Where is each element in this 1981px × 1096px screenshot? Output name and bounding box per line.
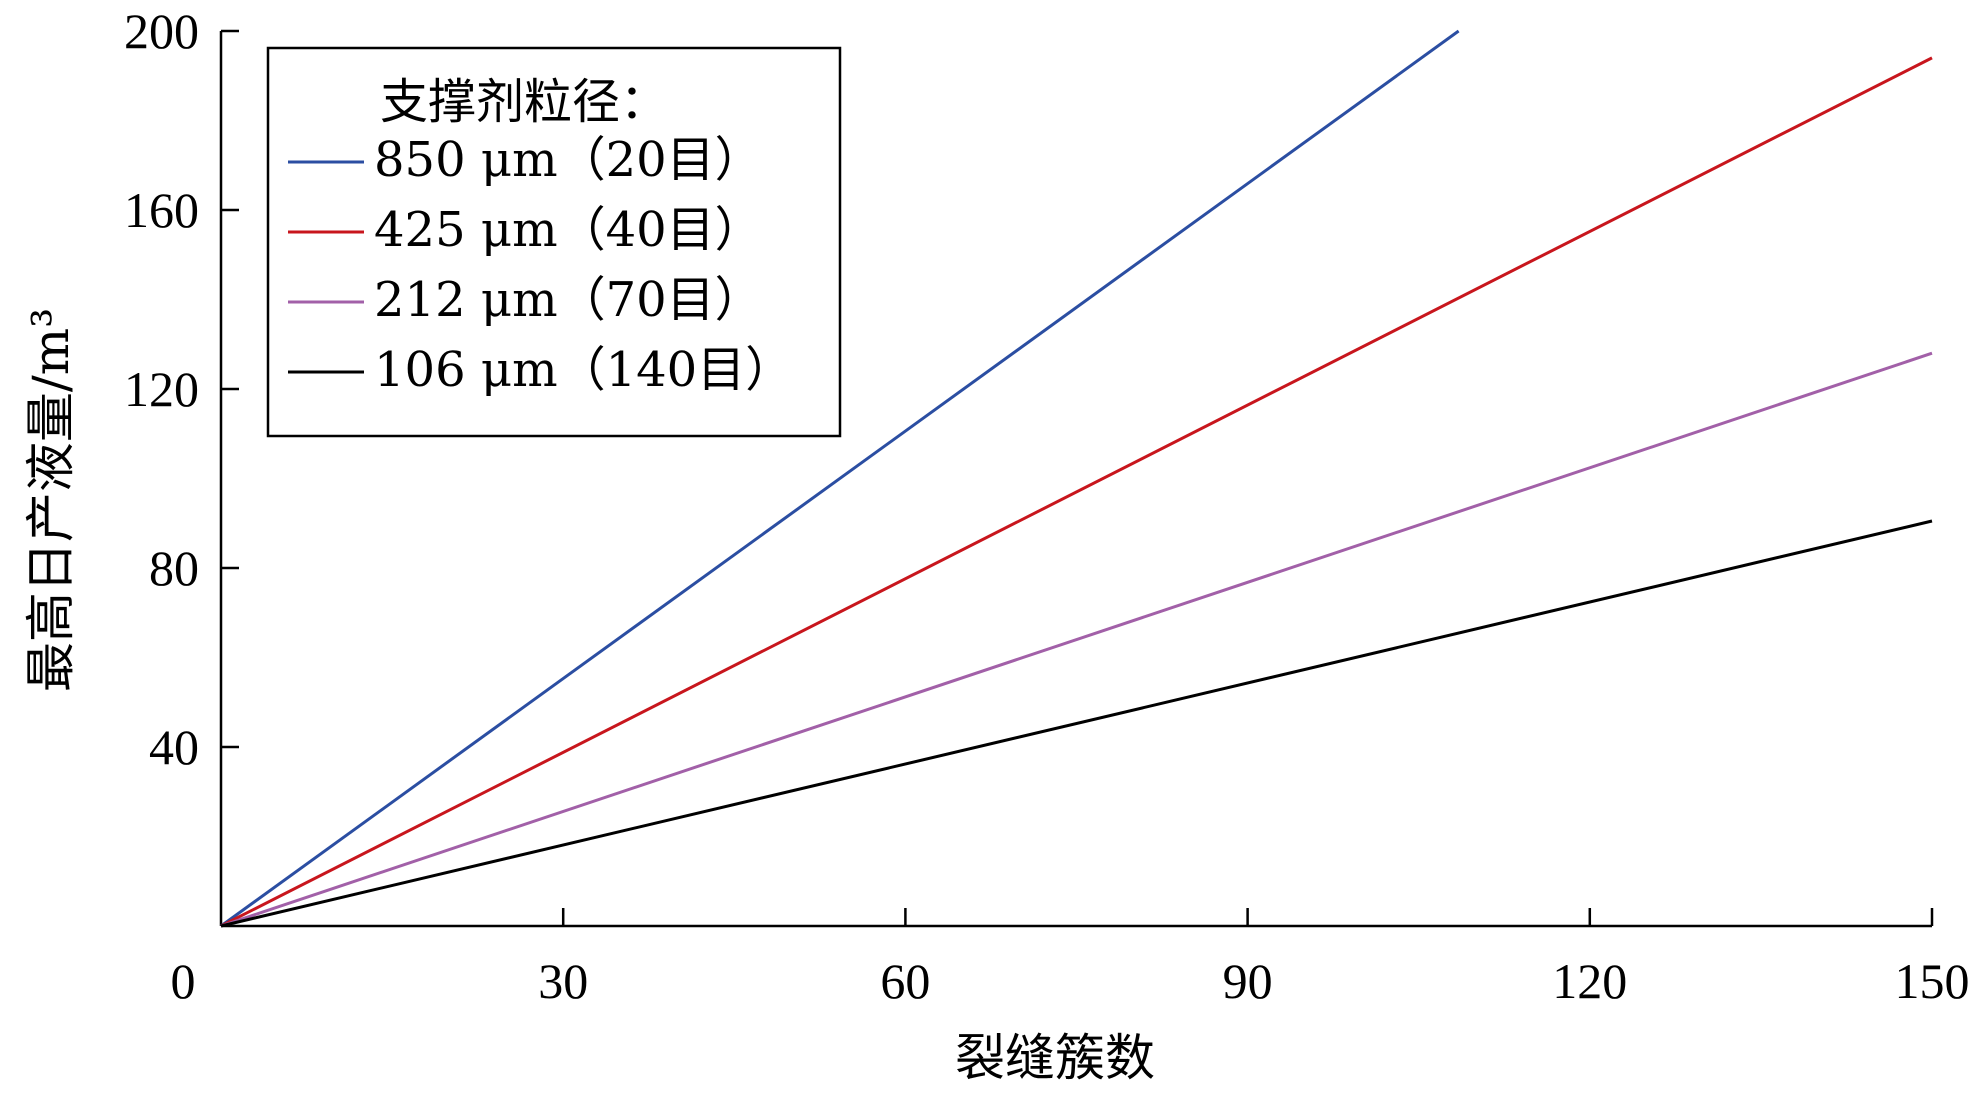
- series-line-2: [220, 351, 1933, 928]
- y-tick-label: 80: [149, 540, 199, 596]
- x-tick-label: 90: [1223, 953, 1273, 1009]
- legend-label-3: 106 μm（140目）: [374, 342, 793, 398]
- y-tick-labels: 40 80 120 160 200: [124, 3, 199, 775]
- series-line-0: [220, 29, 1460, 928]
- legend-title: 支撑剂粒径：: [380, 74, 668, 130]
- legend-label-0: 850 μm（20目）: [374, 132, 763, 188]
- series-lines: [220, 29, 1933, 928]
- x-tick-label: 150: [1895, 953, 1970, 1009]
- series-line-3: [220, 519, 1933, 928]
- x-tick-label: 60: [880, 953, 930, 1009]
- y-tick-label: 40: [149, 719, 199, 775]
- axes: [219, 29, 1934, 928]
- y-tick-label: 120: [124, 361, 199, 417]
- legend: 支撑剂粒径： 850 μm（20目） 425 μm（40目） 212 μm（70目）…: [266, 46, 842, 438]
- y-tick-label: 200: [124, 3, 199, 59]
- legend-label-1: 425 μm（40目）: [374, 202, 763, 258]
- x-tick-labels: 0 30 60 90 120 150: [171, 953, 1970, 1009]
- series-line-1: [220, 56, 1933, 928]
- legend-label-2: 212 μm（70目）: [374, 272, 763, 328]
- y-tick-label: 160: [124, 182, 199, 238]
- y-axis-title: 最高日产液量/m³: [22, 308, 80, 692]
- x-tick-label: 120: [1552, 953, 1627, 1009]
- x-tick-label: 30: [538, 953, 588, 1009]
- legend-entries: 850 μm（20目） 425 μm（40目） 212 μm（70目） 106 μm（…: [288, 132, 793, 398]
- x-tick-label: 0: [171, 953, 196, 1009]
- x-axis-title: 裂缝簇数: [955, 1029, 1155, 1087]
